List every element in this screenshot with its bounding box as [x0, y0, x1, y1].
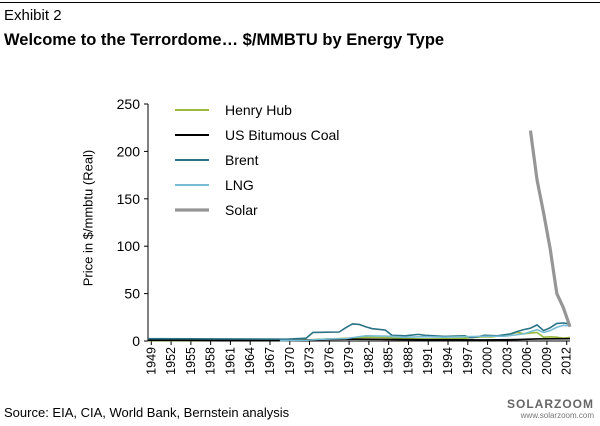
exhibit-label: Exhibit 2	[4, 7, 62, 24]
x-tick-label: 1973	[303, 347, 317, 375]
x-tick-label: 1976	[322, 347, 336, 375]
series-line-brent	[147, 322, 571, 340]
x-tick-label: 1958	[204, 347, 218, 375]
legend-label: Henry Hub	[225, 102, 292, 118]
x-tick-label: 1982	[362, 347, 376, 375]
legend-label: LNG	[225, 177, 254, 193]
x-tick-label: 2012	[560, 347, 574, 375]
chart-title: Welcome to the Terrordome… $/MMBTU by En…	[4, 31, 445, 49]
x-tick-label: 1970	[283, 347, 297, 375]
top-rule	[0, 2, 600, 3]
x-tick-label: 1985	[382, 347, 396, 375]
x-tick-label: 2000	[481, 347, 495, 375]
x-tick-label: 1955	[184, 347, 198, 375]
legend-label: US Bitumous Coal	[225, 127, 339, 143]
watermark-url: www.solarzoom.com	[520, 411, 594, 420]
series-line-lng	[279, 324, 571, 342]
y-tick-label: 0	[132, 333, 140, 349]
y-tick-label: 50	[124, 286, 140, 302]
x-tick-label: 1964	[243, 347, 257, 375]
x-tick-label: 2006	[520, 347, 534, 375]
x-tick-label: 1997	[461, 347, 475, 375]
y-tick-label: 250	[117, 96, 141, 112]
watermark-logo: SOLARZOOM www.solarzoom.com	[507, 398, 594, 420]
watermark-brand: SOLARZOOM	[507, 397, 594, 411]
x-tick-label: 2009	[540, 347, 554, 375]
x-tick-label: 1952	[164, 347, 178, 375]
x-tick-label: 1991	[421, 347, 435, 375]
legend-label: Solar	[225, 202, 258, 218]
y-tick-label: 200	[117, 143, 141, 159]
y-tick-label: 100	[117, 238, 141, 254]
x-tick-label: 1961	[223, 347, 237, 375]
x-tick-label: 1988	[401, 347, 415, 375]
x-tick-label: 1949	[144, 347, 158, 375]
x-tick-label: 2003	[500, 347, 514, 375]
y-tick-label: 150	[117, 191, 141, 207]
series-line-solar	[528, 130, 572, 328]
legend-label: Brent	[225, 152, 259, 168]
x-tick-label: 1979	[342, 347, 356, 375]
x-tick-label: 1967	[263, 347, 277, 375]
x-tick-label: 1994	[441, 347, 455, 375]
source-note: Source: EIA, CIA, World Bank, Bernstein …	[4, 405, 290, 420]
